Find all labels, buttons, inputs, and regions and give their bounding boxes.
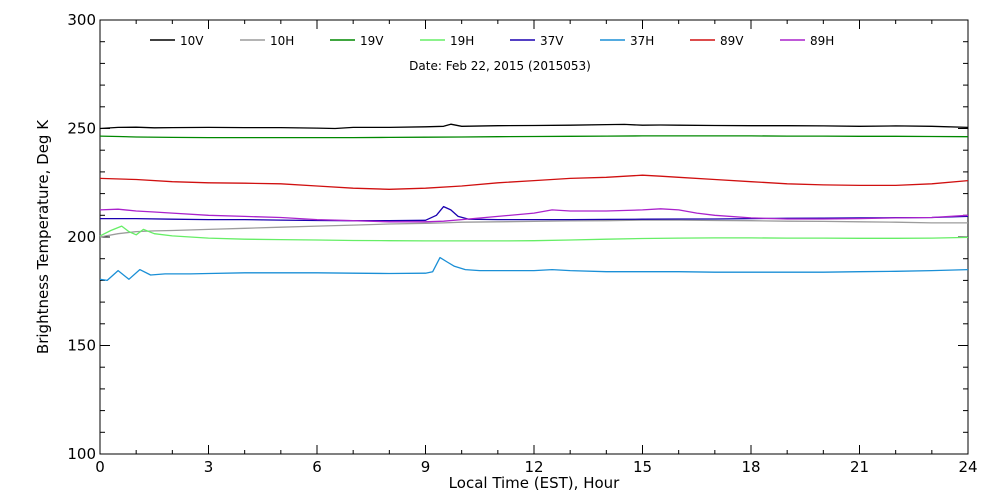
y-tick-label: 150 [67,337,96,355]
x-tick-label: 3 [204,458,214,476]
series-line-19h [99,225,969,242]
x-axis: 0 3 6 9 12 15 18 21 24 [95,20,978,476]
chart-title: Date: Feb 22, 2015 (2015053) [409,59,591,73]
y-axis-label: Brightness Temperature, Deg K [34,119,52,354]
x-tick-label: 6 [312,458,322,476]
legend-label-19h: 19H [450,34,474,48]
x-tick-label: 15 [633,458,652,476]
y-tick-label: 100 [67,445,96,463]
legend-label-10h: 10H [270,34,294,48]
plot-frame [99,19,969,455]
x-tick-label: 0 [95,458,105,476]
x-tick-label: 21 [850,458,869,476]
legend-label-37v: 37V [540,34,564,48]
series-lines [99,123,969,282]
series-line-10v [99,123,969,130]
y-tick-label: 300 [67,11,96,29]
series-line-37h [99,256,969,282]
x-axis-label: Local Time (EST), Hour [449,474,620,492]
legend-label-37h: 37H [630,34,654,48]
x-tick-label: 12 [524,458,543,476]
legend: 10V 10H 19V 19H 37V 37H 89V 89H [150,34,834,48]
x-tick-label: 24 [958,458,977,476]
y-axis: 100 150 200 250 300 [67,11,968,463]
legend-label-10v: 10V [180,34,204,48]
y-tick-label: 200 [67,228,96,246]
series-line-89h [99,208,969,223]
legend-label-89h: 89H [810,34,834,48]
y-tick-label: 250 [67,120,96,138]
x-tick-label: 18 [741,458,760,476]
series-line-89v [99,174,969,190]
series-line-19v [99,135,969,139]
x-tick-label: 9 [421,458,431,476]
legend-label-19v: 19V [360,34,384,48]
series-line-10h [99,219,968,238]
legend-label-89v: 89V [720,34,744,48]
